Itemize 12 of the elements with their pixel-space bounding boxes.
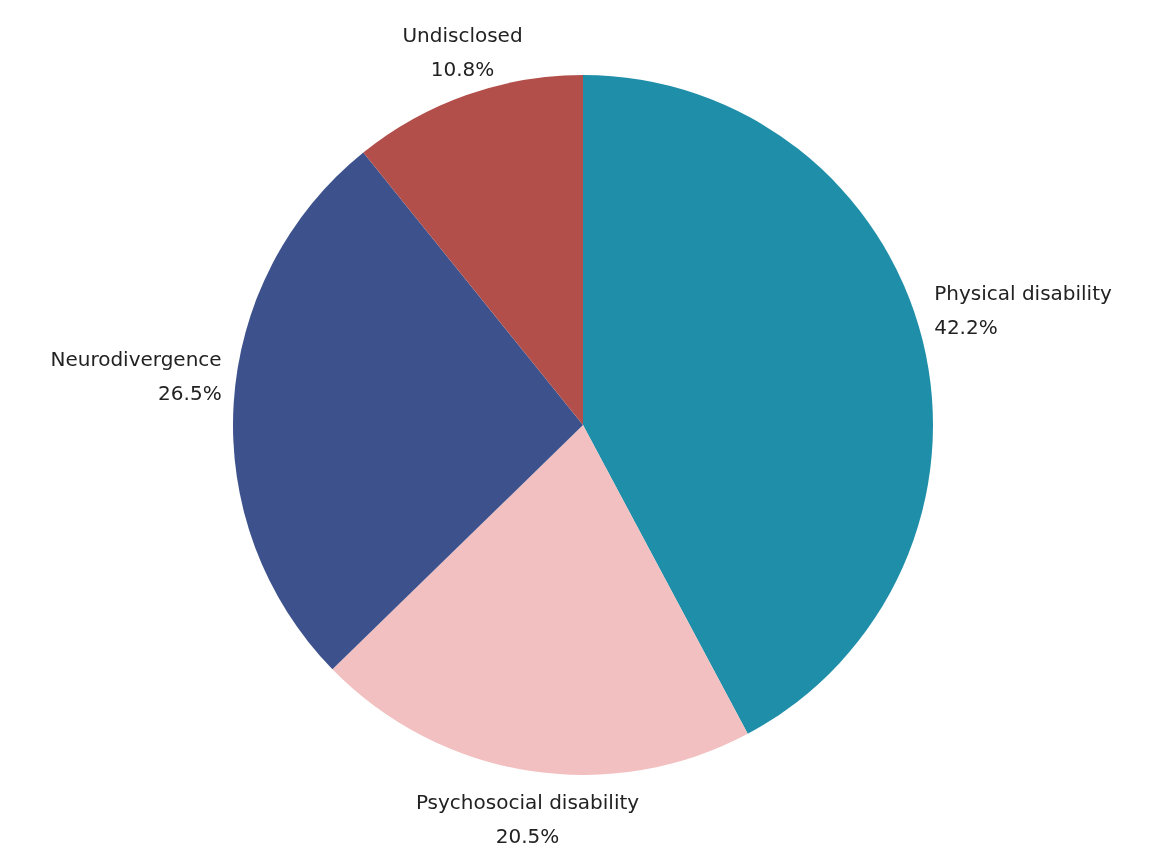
data-label: 20.5% — [495, 823, 560, 848]
data-label: 26.5% — [158, 381, 222, 406]
slice-label: Physical disability — [934, 281, 1113, 306]
slice-label: Undisclosed — [402, 22, 523, 47]
slice-label: Neurodivergence — [50, 347, 222, 372]
pie-slice — [233, 152, 583, 670]
pie-slice — [583, 75, 933, 734]
data-label: 42.2% — [934, 315, 998, 340]
data-label: 10.8% — [430, 56, 495, 81]
pie-slice — [363, 75, 583, 425]
pie-slice — [332, 425, 748, 775]
slice-label: Psychosocial disability — [415, 789, 640, 814]
